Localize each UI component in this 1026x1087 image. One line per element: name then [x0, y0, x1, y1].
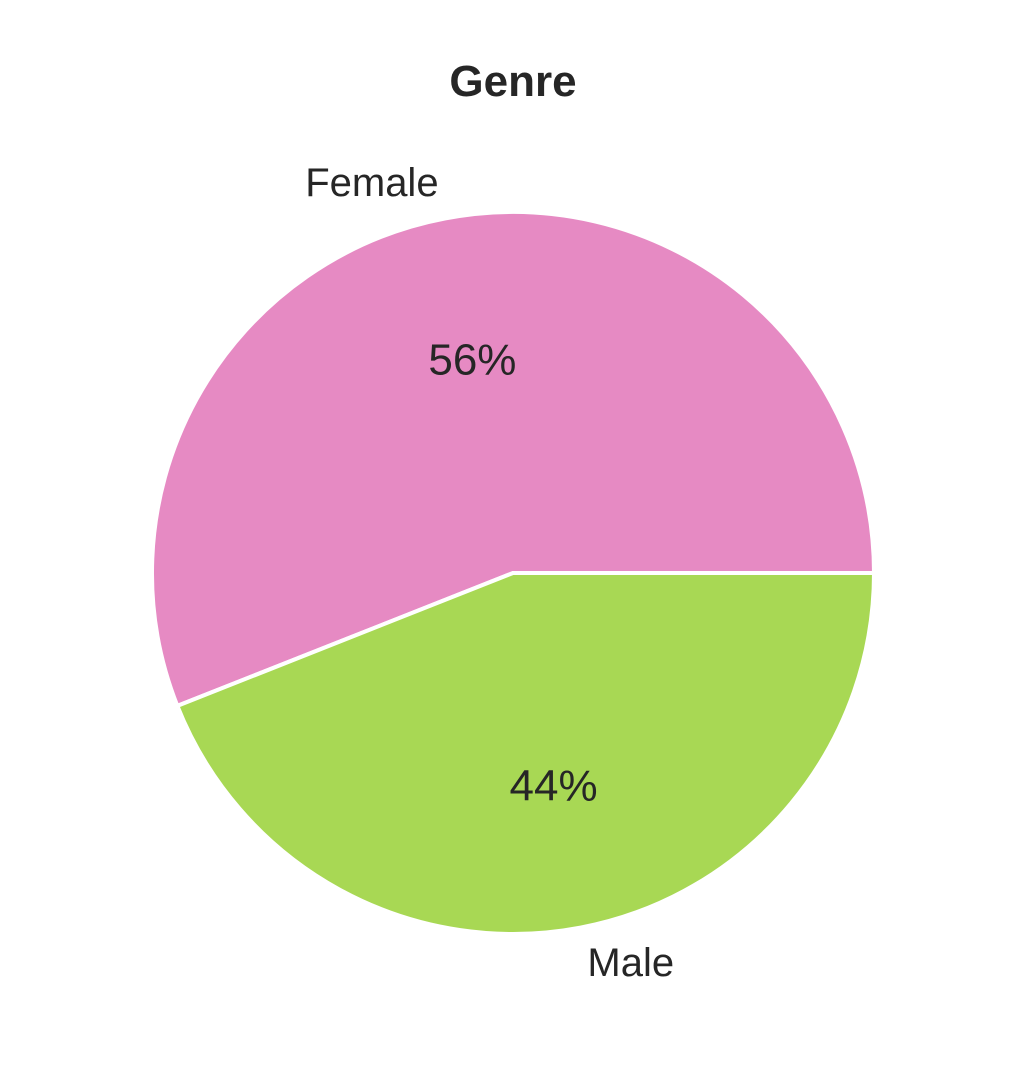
pie-slice-male	[175, 571, 876, 936]
percent-label-male: 44%	[510, 761, 598, 810]
pie-labels: Female 56% Male 44%	[305, 161, 674, 985]
chart-title: Genre	[449, 57, 576, 106]
pie-slice-female	[150, 210, 876, 708]
slice-label-female: Female	[305, 161, 438, 205]
slice-label-male: Male	[587, 941, 674, 985]
pie-slices	[150, 210, 876, 936]
percent-label-female: 56%	[428, 336, 516, 385]
